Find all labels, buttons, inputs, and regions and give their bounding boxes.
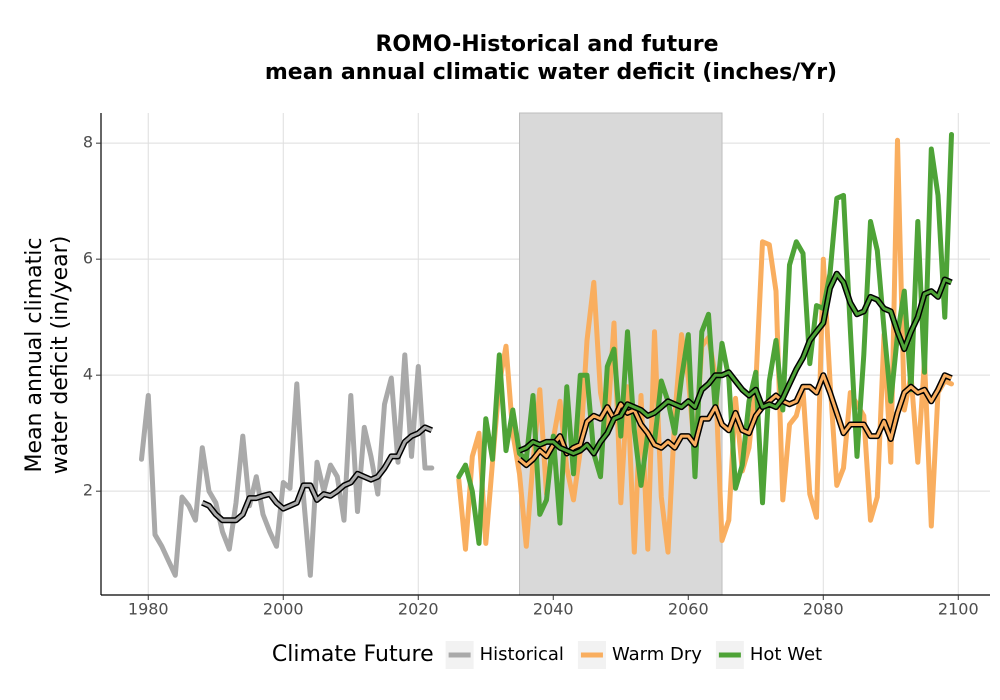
legend-title: Climate Future [272, 642, 434, 667]
series-line [139, 352, 435, 578]
legend-item: Hot Wet [715, 641, 822, 669]
y-axis-label: Mean annual climatic [22, 238, 47, 473]
series-line [456, 137, 954, 555]
trend-line [518, 272, 953, 455]
trend-line [518, 373, 953, 467]
x-tick-label: 1980 [128, 600, 169, 619]
legend: Climate Future Historical Warm Dry Hot Wet [272, 641, 822, 669]
legend-item: Historical [445, 641, 564, 669]
legend-item: Warm Dry [577, 641, 702, 669]
x-tick-label: 2000 [263, 600, 304, 619]
x-tick-label: 2060 [668, 600, 709, 619]
chart-title: mean annual climatic water deficit (inch… [265, 60, 837, 85]
chart-title: ROMO-Historical and future [375, 32, 718, 57]
x-tick-label: 2040 [533, 600, 574, 619]
x-tick-label: 2100 [938, 600, 979, 619]
series-line [456, 132, 954, 546]
y-tick-label: 6 [83, 249, 93, 268]
trend-line [201, 425, 433, 522]
y-tick-label: 4 [83, 365, 93, 384]
legend-label: Warm Dry [612, 644, 702, 665]
plot-area: 1980 2000 2020 2040 2060 2080 2100 2 4 6 8 [83, 112, 990, 619]
legend-label: Historical [480, 644, 564, 665]
y-tick-label: 2 [83, 481, 93, 500]
legend-label: Hot Wet [750, 644, 822, 665]
x-tick-label: 2080 [803, 600, 844, 619]
y-tick-label: 8 [83, 133, 93, 152]
y-axis-label: water deficit (in/year) [48, 236, 73, 475]
x-tick-label: 2020 [398, 600, 439, 619]
